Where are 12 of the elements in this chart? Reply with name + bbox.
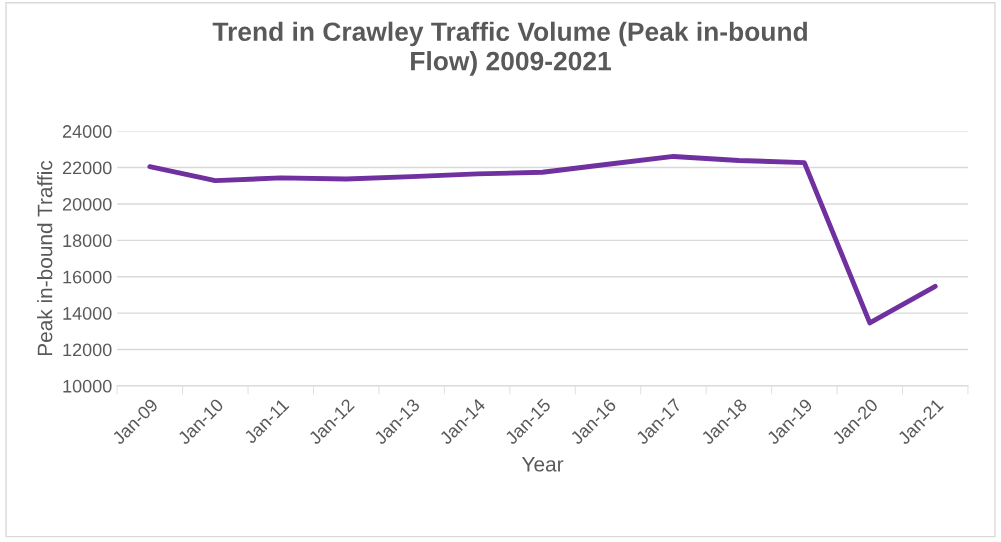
- y-tick-label: 14000: [63, 307, 112, 320]
- y-tick-label: 12000: [63, 343, 112, 357]
- y-tick-label: 24000: [62, 125, 112, 138]
- y-tick-label: 10000: [63, 379, 112, 393]
- chart-title: Trend in Crawley Traffic Volume (Peak in-bound Flow) 2009-2021: [212, 21, 807, 76]
- line-series: [147, 154, 938, 326]
- y-tick-label: 22000: [62, 161, 112, 175]
- y-axis-title: Peak in-bound Traffic: [37, 160, 53, 356]
- y-tick-label: 18000: [63, 234, 112, 248]
- y-tick-label: 20000: [62, 197, 112, 211]
- y-tick-label: 16000: [63, 270, 112, 284]
- x-axis-title: Year: [521, 457, 564, 472]
